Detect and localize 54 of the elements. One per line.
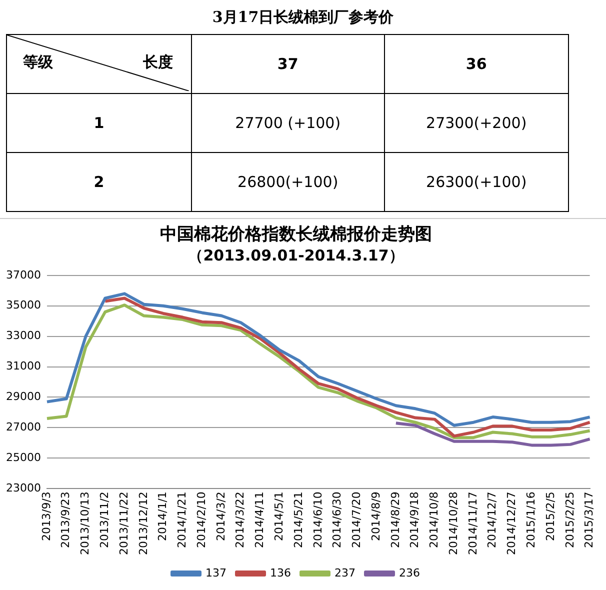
- y-tick-label: 37000: [6, 268, 41, 282]
- x-tick-label: 2013/9/23: [59, 492, 72, 548]
- x-tick-label: 2014/5/21: [292, 492, 305, 548]
- x-tick-label: 2014/7/20: [350, 492, 364, 548]
- text: 26800(+100): [192, 152, 384, 212]
- x-tick-label: 2013/11/2: [98, 492, 112, 548]
- y-tick-label: 29000: [6, 390, 41, 404]
- x-tick-label: 2014/6/30: [330, 492, 344, 548]
- legend-label: 237: [334, 566, 356, 580]
- x-tick-label: 2014/8/29: [388, 492, 402, 548]
- x-tick-label: 2014/5/1: [272, 492, 286, 542]
- y-tick-label: 23000: [6, 481, 41, 494]
- text: 27300(+200): [384, 94, 568, 152]
- x-tick-label: 2014/10/8: [428, 492, 441, 548]
- chart-title: 中国棉花价格指数长绒棉报价走势图: [160, 224, 432, 245]
- x-tick-label: 2014/10/28: [446, 492, 460, 556]
- y-tick-label: 31000: [6, 360, 41, 373]
- text: 3月17日长绒棉到厂参考价: [211, 7, 395, 28]
- text: 27700 (+100): [192, 94, 384, 152]
- y-tick-label: 25000: [6, 451, 41, 464]
- x-tick-label: 2015/1/16: [524, 492, 538, 548]
- x-tick-label: 2015/2/5: [544, 492, 557, 542]
- x-tick-label: 2014/4/11: [253, 492, 266, 548]
- legend-label: 137: [206, 566, 227, 580]
- x-tick-label: 2013/9/3: [40, 492, 53, 542]
- y-tick-label: 35000: [6, 298, 41, 312]
- text: 长度: [143, 53, 173, 72]
- x-tick-label: 2015/3/17: [582, 492, 596, 548]
- x-tick-label: 2014/12/27: [505, 492, 518, 556]
- x-tick-label: 2014/9/18: [408, 492, 422, 548]
- text: 36: [384, 34, 568, 94]
- x-tick-label: 2013/11/22: [117, 492, 130, 556]
- x-tick-label: 2014/11/17: [466, 492, 480, 556]
- text: 1: [6, 94, 192, 152]
- x-tick-label: 2013/10/13: [78, 492, 92, 556]
- x-tick-label: 2014/12/7: [486, 492, 499, 548]
- chart-subtitle: （2013.09.01-2014.3.17）: [188, 246, 404, 264]
- x-tick-label: 2014/1/21: [176, 492, 189, 548]
- x-tick-label: 2014/3/2: [214, 492, 228, 542]
- text: 等级: [23, 53, 53, 72]
- x-tick-label: 2014/1/1: [156, 492, 170, 542]
- x-tick-label: 2015/2/25: [563, 492, 576, 548]
- text: 2: [6, 152, 192, 212]
- y-tick-label: 27000: [6, 420, 41, 434]
- x-tick-label: 2013/12/12: [136, 492, 150, 556]
- legend-label: 136: [270, 566, 292, 580]
- x-tick-label: 2014/2/10: [194, 492, 208, 548]
- y-tick-label: 33000: [6, 329, 41, 342]
- legend-label: 236: [398, 566, 420, 580]
- x-tick-label: 2014/3/22: [234, 492, 247, 548]
- text: 26300(+100): [384, 152, 568, 212]
- x-tick-label: 2014/6/10: [311, 492, 324, 548]
- x-tick-label: 2014/8/9: [369, 492, 382, 542]
- text: 37: [192, 34, 384, 94]
